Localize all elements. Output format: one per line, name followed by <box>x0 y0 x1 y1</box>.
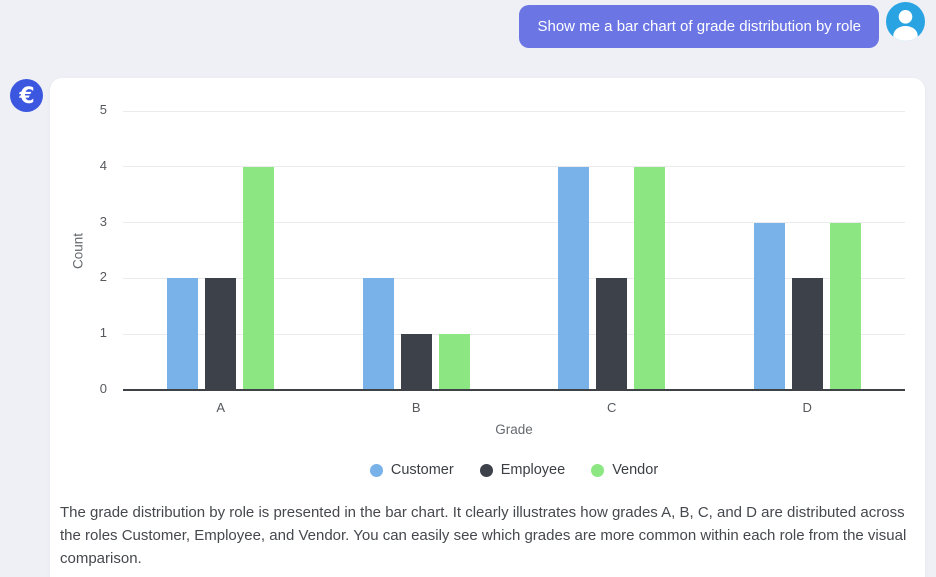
bar-vendor-b[interactable] <box>438 334 470 390</box>
gridline-y3 <box>123 222 905 224</box>
logo-glyph: € <box>18 84 34 109</box>
gridline-y4 <box>123 166 905 168</box>
y-tick-label-2: 2 <box>99 269 107 285</box>
x-tick-label-c: C <box>607 400 617 415</box>
category-band-c <box>514 111 710 390</box>
gridline-y5 <box>123 110 905 112</box>
legend-label-vendor: Vendor <box>612 462 659 478</box>
bar-customer-a[interactable] <box>167 278 199 390</box>
chart-description: The grade distribution by role is presen… <box>60 504 907 567</box>
y-tick-label-4: 4 <box>99 157 107 173</box>
legend-item-vendor[interactable]: Vendor <box>591 462 658 478</box>
x-axis-title: Grade <box>495 422 533 437</box>
bar-employee-d[interactable] <box>791 278 823 390</box>
assistant-response-card: 0 1 2 3 4 5 A B C D Grade Count Customer Employee Vend… <box>50 78 925 577</box>
bar-vendor-d[interactable] <box>829 222 861 390</box>
gridline-y2 <box>123 277 905 279</box>
x-tick-label-a: A <box>216 400 226 415</box>
category-band-a <box>123 111 319 390</box>
x-tick-label-b: B <box>411 400 421 415</box>
bar-employee-b[interactable] <box>400 334 432 390</box>
y-tick-label-0: 0 <box>99 381 107 396</box>
category-band-d <box>710 111 906 390</box>
x-tick-label-d: D <box>802 400 812 415</box>
chart-legend: Customer Employee Vendor <box>123 462 905 478</box>
legend-label-customer: Customer <box>390 462 454 478</box>
user-message-row: Show me a bar chart of grade distributio… <box>519 2 925 48</box>
y-tick-label-3: 3 <box>99 213 107 229</box>
bar-employee-c[interactable] <box>596 278 628 390</box>
bar-employee-a[interactable] <box>205 278 237 390</box>
bar-vendor-c[interactable] <box>634 166 666 390</box>
legend-label-employee: Employee <box>500 462 566 478</box>
assistant-logo-icon: € <box>10 79 43 112</box>
user-message-bubble: Show me a bar chart of grade distributio… <box>519 5 879 48</box>
grade-distribution-chart: 0 1 2 3 4 5 A B C D Grade Count Customer Employee Vend… <box>50 78 925 498</box>
legend-dot-employee <box>479 463 493 477</box>
bar-customer-d[interactable] <box>753 222 785 390</box>
legend-dot-customer <box>369 463 383 477</box>
y-tick-label-5: 5 <box>99 102 107 117</box>
bar-customer-b[interactable] <box>362 278 394 390</box>
user-avatar-icon[interactable] <box>886 2 925 41</box>
legend-dot-vendor <box>591 463 605 477</box>
legend-item-employee[interactable]: Employee <box>479 462 566 478</box>
category-band-b <box>319 111 515 390</box>
bar-vendor-a[interactable] <box>243 166 275 390</box>
legend-item-customer[interactable]: Customer <box>369 462 454 478</box>
bar-customer-c[interactable] <box>558 166 590 390</box>
y-axis-title: Count <box>70 232 86 269</box>
gridline-y1 <box>123 333 905 335</box>
x-axis-line <box>123 389 905 391</box>
y-tick-label-1: 1 <box>99 325 107 341</box>
